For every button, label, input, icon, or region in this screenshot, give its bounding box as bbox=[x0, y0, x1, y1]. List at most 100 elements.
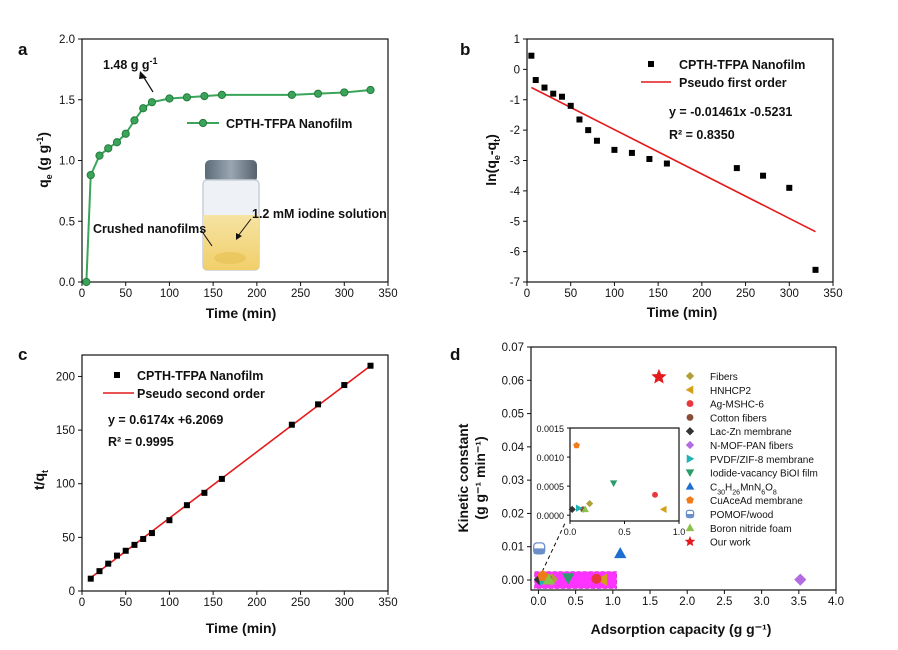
data-point bbox=[218, 475, 225, 482]
x-tick-label: 250 bbox=[291, 288, 310, 300]
panel-a-ylabel: qe (g g-1) bbox=[35, 132, 54, 188]
data-point bbox=[733, 165, 740, 172]
y-tick-label: 0.07 bbox=[502, 342, 524, 354]
x-tick-label: 350 bbox=[823, 288, 842, 300]
panel-b-ylabel: ln(qe-qt) bbox=[483, 134, 502, 186]
x-tick-label: 0 bbox=[79, 288, 85, 300]
data-point bbox=[541, 84, 548, 91]
x-tick-label: 0 bbox=[524, 288, 530, 300]
inset-data-point bbox=[652, 491, 658, 498]
y-tick-label: 0.0005 bbox=[536, 482, 564, 492]
data-point bbox=[139, 104, 148, 113]
x-tick-label: 100 bbox=[160, 597, 179, 609]
data-point bbox=[131, 541, 138, 548]
legend-marker bbox=[686, 454, 695, 464]
y-tick-label: 0.0010 bbox=[536, 453, 564, 463]
panel-a-legend-entry: CPTH-TFPA Nanofilm bbox=[226, 117, 352, 131]
x-tick-label: 200 bbox=[247, 288, 266, 300]
panel-a-xlabel: Time (min) bbox=[206, 305, 277, 321]
x-tick-label: 150 bbox=[204, 288, 223, 300]
data-point bbox=[760, 172, 767, 179]
data-point bbox=[183, 502, 190, 509]
data-point bbox=[596, 573, 608, 586]
panel-d-inset: 0.0 0.5 1.0 0.0000 0.0005 0.0010 0.0015 bbox=[536, 424, 685, 537]
x-tick-label: 200 bbox=[692, 288, 711, 300]
x-tick-label: 300 bbox=[335, 288, 354, 300]
panel-c: 0 50 100 150 200 250 300 350 0 50 100 150 200 Time (… bbox=[31, 354, 398, 636]
x-tick-label: 50 bbox=[564, 288, 577, 300]
legend-label: Fibers bbox=[710, 372, 738, 383]
y-tick-label: -3 bbox=[510, 156, 520, 168]
y-tick-label: 0.05 bbox=[502, 409, 524, 421]
panel-a: 0 50 100 150 200 250 300 350 0.0 0.5 1.0 1.5 2.0 Tim… bbox=[35, 34, 398, 321]
y-tick-label: -1 bbox=[510, 95, 520, 107]
y-tick-label: -2 bbox=[510, 125, 520, 137]
data-point bbox=[528, 52, 535, 59]
y-tick-label: 150 bbox=[56, 425, 75, 437]
y-tick-label: 0.00 bbox=[502, 575, 524, 587]
y-tick-label: 0.0000 bbox=[536, 511, 564, 521]
y-tick-label: 1.0 bbox=[59, 156, 75, 168]
panel-c-legend-fit: Pseudo second order bbox=[137, 387, 265, 401]
data-point bbox=[217, 90, 226, 99]
x-tick-label: 300 bbox=[780, 288, 799, 300]
legend-label: Lac-Zn membrane bbox=[710, 427, 792, 438]
data-point bbox=[646, 155, 653, 162]
y-tick-label: 0.06 bbox=[502, 375, 524, 387]
y-tick-label: 1 bbox=[514, 34, 520, 46]
x-tick-label: 50 bbox=[119, 288, 132, 300]
legend-label: Ag-MSHC-6 bbox=[710, 400, 764, 411]
data-point bbox=[313, 89, 323, 98]
data-point bbox=[591, 573, 602, 584]
panel-d-ylabel-line2: (g g⁻¹ min⁻¹) bbox=[472, 436, 488, 519]
panel-b: 0 50 100 150 200 250 300 350 1 0 -1 -2 -3 -4 -5 -6 -7 Ti… bbox=[483, 34, 843, 320]
data-point bbox=[112, 138, 122, 147]
x-tick-label: 200 bbox=[247, 597, 266, 609]
legend-label: Our work bbox=[710, 538, 752, 549]
panel-d-xlabel: Adsorption capacity (g g⁻¹) bbox=[591, 621, 772, 637]
legend-marker bbox=[685, 523, 695, 532]
data-point bbox=[533, 542, 546, 555]
data-point bbox=[82, 277, 91, 287]
data-point bbox=[786, 184, 793, 191]
y-tick-label: 0.0015 bbox=[536, 424, 564, 434]
panel-d: 0.0 0.5 1.0 1.5 2.0 2.5 3.0 3.5 4.0 0.00 0.01 0.02 0… bbox=[455, 342, 844, 637]
panel-b-legend-data: CPTH-TFPA Nanofilm bbox=[679, 58, 805, 72]
panel-c-xlabel: Time (min) bbox=[206, 620, 277, 636]
panel-d-axes: 0.0 0.5 1.0 1.5 2.0 2.5 3.0 3.5 4.0 0.00 0.01 0.02 0… bbox=[502, 342, 844, 608]
legend-label: Cotton fibers bbox=[710, 413, 767, 424]
panel-c-legend: CPTH-TFPA Nanofilm Pseudo second order bbox=[103, 369, 265, 401]
legend-marker bbox=[686, 413, 694, 421]
data-point bbox=[567, 102, 574, 109]
x-tick-label: 0.0 bbox=[530, 596, 546, 608]
data-point bbox=[140, 535, 147, 542]
x-tick-label: 250 bbox=[736, 288, 755, 300]
inset-data-point bbox=[609, 480, 618, 488]
x-tick-label: 2.5 bbox=[716, 596, 732, 608]
data-point bbox=[550, 90, 557, 97]
data-point bbox=[367, 362, 374, 369]
y-tick-label: 0.0 bbox=[59, 277, 75, 289]
fit-line bbox=[531, 86, 816, 233]
data-point bbox=[86, 170, 95, 180]
panel-label-b: b bbox=[460, 40, 470, 59]
data-point bbox=[165, 94, 174, 103]
panel-d-ylabel-line1: Kinetic constant bbox=[455, 423, 471, 532]
panel-d-legend: Fibers HNHCP2 Ag-MSHC-6 Cotton fibers Lac-Zn… bbox=[684, 371, 818, 549]
y-tick-label: -4 bbox=[510, 186, 521, 198]
legend-marker bbox=[685, 509, 695, 519]
x-tick-label: 300 bbox=[335, 597, 354, 609]
inset-data-point bbox=[575, 504, 583, 512]
y-tick-label: -6 bbox=[510, 247, 520, 259]
panel-label-a: a bbox=[18, 40, 28, 59]
panel-c-legend-data: CPTH-TFPA Nanofilm bbox=[137, 369, 263, 383]
svg-text:qe (g g-1): qe (g g-1) bbox=[35, 132, 54, 188]
data-point bbox=[593, 137, 600, 144]
data-point bbox=[315, 401, 322, 408]
x-tick-label: 1.0 bbox=[673, 527, 686, 537]
data-point bbox=[122, 547, 129, 554]
panel-b-equation: y = -0.01461x -0.5231 bbox=[669, 105, 792, 119]
x-tick-label: 0.5 bbox=[568, 596, 584, 608]
y-tick-label: 0 bbox=[514, 64, 520, 76]
